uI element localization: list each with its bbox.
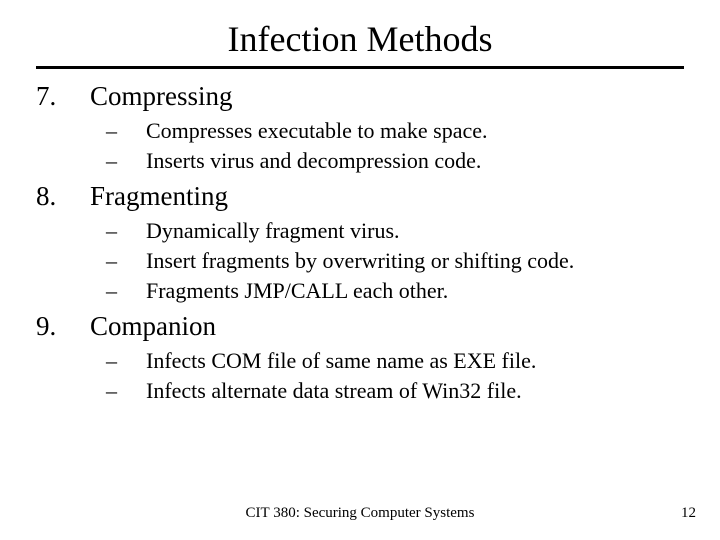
sub-item: – Fragments JMP/CALL each other. xyxy=(36,276,684,306)
dash-icon: – xyxy=(36,276,140,306)
item-number: 7. xyxy=(36,81,90,112)
item-heading-row: 7. Compressing xyxy=(36,81,684,112)
sub-item-text: Infects alternate data stream of Win32 f… xyxy=(140,376,522,406)
sub-item: – Inserts virus and decompression code. xyxy=(36,146,684,176)
dash-icon: – xyxy=(36,216,140,246)
item-heading: Fragmenting xyxy=(90,181,228,212)
dash-icon: – xyxy=(36,376,140,406)
sub-item-text: Fragments JMP/CALL each other. xyxy=(140,276,448,306)
dash-icon: – xyxy=(36,146,140,176)
item-heading-row: 9. Companion xyxy=(36,311,684,342)
slide: Infection Methods 7. Compressing – Compr… xyxy=(0,0,720,540)
item-number: 8. xyxy=(36,181,90,212)
sub-item-text: Dynamically fragment virus. xyxy=(140,216,400,246)
sub-item-text: Infects COM file of same name as EXE fil… xyxy=(140,346,536,376)
sub-list: – Infects COM file of same name as EXE f… xyxy=(36,346,684,405)
dash-icon: – xyxy=(36,116,140,146)
sub-item: – Infects COM file of same name as EXE f… xyxy=(36,346,684,376)
slide-title: Infection Methods xyxy=(36,18,684,60)
item-heading: Compressing xyxy=(90,81,233,112)
dash-icon: – xyxy=(36,246,140,276)
page-number: 12 xyxy=(681,505,696,522)
sub-item: – Compresses executable to make space. xyxy=(36,116,684,146)
sub-list: – Compresses executable to make space. –… xyxy=(36,116,684,175)
sub-item: – Infects alternate data stream of Win32… xyxy=(36,376,684,406)
footer-text: CIT 380: Securing Computer Systems xyxy=(0,505,720,522)
item-heading-row: 8. Fragmenting xyxy=(36,181,684,212)
list-item: 8. Fragmenting – Dynamically fragment vi… xyxy=(36,181,684,305)
sub-item-text: Inserts virus and decompression code. xyxy=(140,146,481,176)
sub-list: – Dynamically fragment virus. – Insert f… xyxy=(36,216,684,305)
sub-item: – Insert fragments by overwriting or shi… xyxy=(36,246,684,276)
item-heading: Companion xyxy=(90,311,216,342)
item-number: 9. xyxy=(36,311,90,342)
sub-item: – Dynamically fragment virus. xyxy=(36,216,684,246)
dash-icon: – xyxy=(36,346,140,376)
main-list: 7. Compressing – Compresses executable t… xyxy=(36,81,684,406)
title-rule xyxy=(36,66,684,69)
sub-item-text: Compresses executable to make space. xyxy=(140,116,487,146)
sub-item-text: Insert fragments by overwriting or shift… xyxy=(140,246,574,276)
list-item: 9. Companion – Infects COM file of same … xyxy=(36,311,684,405)
list-item: 7. Compressing – Compresses executable t… xyxy=(36,81,684,175)
